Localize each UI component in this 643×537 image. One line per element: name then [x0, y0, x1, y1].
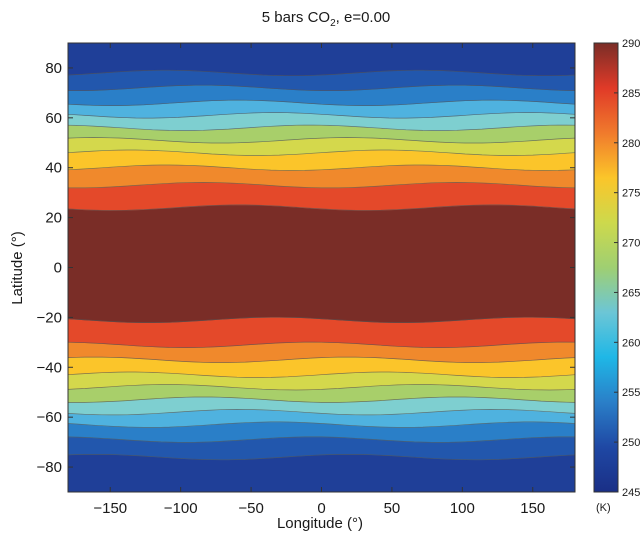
- y-tick-label: 80: [45, 60, 62, 77]
- contour-line: [68, 396, 576, 403]
- contour-line: [67, 149, 576, 156]
- contour-line: [67, 421, 576, 428]
- x-tick-label: −100: [164, 500, 198, 517]
- contour-line: [68, 84, 576, 91]
- contour-line: [67, 384, 576, 391]
- contour-line: [67, 371, 576, 378]
- colorbar-tick-label: 250: [622, 437, 640, 449]
- plot-area: [67, 42, 576, 493]
- contour-line: [67, 409, 576, 416]
- y-tick-label: 20: [45, 210, 62, 227]
- x-tick-label: 50: [384, 500, 401, 517]
- y-tick-label: −20: [37, 309, 62, 326]
- contour-line: [68, 182, 576, 189]
- colorbar-tick-label: 270: [622, 238, 640, 250]
- contour-line: [67, 137, 576, 144]
- contour-line: [67, 124, 576, 131]
- x-tick-label: −150: [93, 500, 127, 517]
- y-tick-label: −80: [37, 459, 62, 476]
- chart-title: 5 bars CO2, e=0.00: [262, 9, 391, 29]
- colorbar-unit: (K): [596, 502, 611, 514]
- colorbar-tick-label: 290: [622, 38, 640, 50]
- y-tick-label: 40: [45, 160, 62, 177]
- chart-title-subscript: 2: [330, 18, 336, 29]
- contour-line: [67, 341, 576, 348]
- colorbar-tick-label: 245: [622, 487, 640, 499]
- contour-line: [67, 69, 576, 77]
- x-axis-label: Longitude (°): [277, 515, 363, 532]
- contour-line: [67, 164, 576, 171]
- y-tick-label: 60: [45, 110, 62, 127]
- colorbar-tick-label: 275: [622, 188, 640, 200]
- temperature-band: [67, 453, 576, 493]
- chart-title-rest: , e=0.00: [336, 9, 391, 26]
- contour-lines: [67, 69, 576, 461]
- x-axis: −150 −100 −50 0 50 100 150: [93, 43, 545, 517]
- colorbar-tick-label: 285: [622, 88, 640, 100]
- temperature-band: [67, 204, 576, 323]
- x-tick-label: 0: [317, 500, 325, 517]
- contour-line: [67, 99, 576, 106]
- colorbar-tick-label: 260: [622, 337, 640, 349]
- contour-line: [67, 204, 576, 211]
- contour-line: [67, 436, 575, 443]
- colorbar-ticks: 245 250 255 260 265 270 275 280 285 290: [614, 38, 640, 499]
- y-tick-label: 0: [54, 260, 62, 277]
- y-axis: −80 −60 −40 −20 0 20 40 60 80: [37, 60, 575, 476]
- colorbar-tick-label: 255: [622, 387, 640, 399]
- x-tick-label: 150: [520, 500, 545, 517]
- x-tick-label: −50: [238, 500, 263, 517]
- contour-line: [67, 316, 576, 323]
- colorbar-tick-label: 265: [622, 287, 640, 299]
- x-tick-label: 100: [450, 500, 475, 517]
- chart-title-main: 5 bars CO: [262, 9, 330, 26]
- contour-line: [67, 112, 576, 119]
- colorbar: [593, 42, 619, 493]
- colorbar-tick-label: 280: [622, 138, 640, 150]
- y-tick-label: −40: [37, 359, 62, 376]
- y-axis-label: Latitude (°): [9, 231, 26, 305]
- contour-line: [67, 356, 576, 363]
- contour-line: [67, 453, 576, 461]
- y-tick-label: −60: [37, 409, 62, 426]
